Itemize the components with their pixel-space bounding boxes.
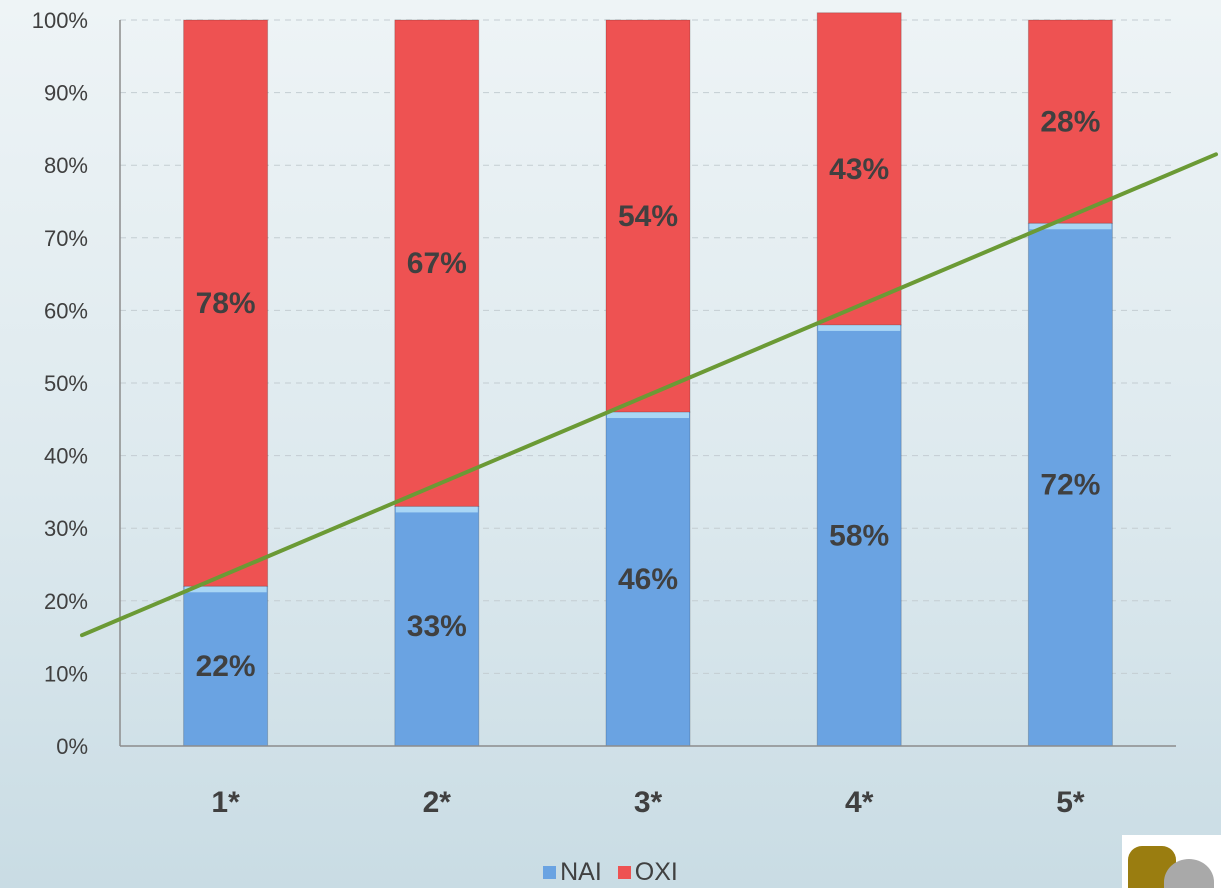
data-label: 33% [407, 610, 467, 643]
y-tick-label: 70% [44, 226, 88, 251]
data-label: 78% [196, 287, 256, 320]
bar-cap-nai [607, 412, 689, 419]
x-tick-label: 3* [634, 786, 663, 819]
bar-cap-nai [1029, 223, 1112, 230]
x-axis-ticks: 1* 2* 3* 4* 5* [211, 786, 1084, 819]
trendline [80, 152, 1218, 638]
legend-label-oxi: OXI [634, 858, 678, 886]
data-label: 72% [1040, 469, 1100, 502]
bar-oxi [183, 19, 269, 587]
legend-swatch-oxi [617, 866, 631, 879]
bar-nai [816, 324, 902, 747]
y-tick-label: 20% [44, 589, 88, 614]
bar-oxi [605, 19, 691, 413]
y-tick-label: 10% [44, 661, 88, 686]
legend-item-nai: NAI [543, 858, 602, 887]
x-tick-label: 4* [845, 786, 874, 819]
x-tick-label: 5* [1056, 786, 1085, 819]
y-tick-label: 30% [44, 516, 88, 541]
data-label: 46% [618, 563, 678, 596]
bar-cap-nai [395, 506, 478, 513]
data-label: 58% [829, 519, 889, 552]
bar-cap-nai [818, 324, 901, 331]
trendline-line [80, 152, 1218, 638]
legend: NAI OXI [0, 858, 1221, 887]
y-tick-label: 40% [44, 444, 88, 469]
data-label: 22% [196, 650, 256, 683]
y-axis-ticks: 0% 10% 20% 30% 40% 50% 60% 70% 80% 90% 100% [32, 8, 88, 759]
y-tick-label: 0% [56, 734, 88, 759]
legend-item-oxi: OXI [617, 858, 678, 887]
bar-oxi [816, 12, 902, 326]
data-labels: 22% 78% 33% 67% 46% 54% 58% 43% 72% 28% [196, 106, 1101, 684]
bar-nai [605, 411, 691, 747]
y-tick-label: 60% [44, 298, 88, 323]
bar-nai [1027, 222, 1113, 747]
y-tick-label: 90% [44, 81, 88, 106]
y-tick-label: 80% [44, 153, 88, 178]
bar-cap-nai [184, 586, 267, 593]
legend-swatch-nai [543, 866, 557, 879]
bar-oxi [394, 19, 480, 507]
axes [119, 20, 1176, 747]
logo [1122, 835, 1221, 888]
x-tick-label: 2* [423, 786, 452, 819]
legend-label-nai: NAI [560, 858, 602, 886]
y-tick-label: 100% [32, 8, 88, 33]
data-label: 28% [1040, 106, 1100, 139]
bars [183, 12, 1113, 747]
y-tick-label: 50% [44, 371, 88, 396]
data-label: 67% [407, 247, 467, 280]
data-label: 43% [829, 153, 889, 186]
bar-oxi [1027, 19, 1113, 224]
x-tick-label: 1* [211, 786, 240, 819]
data-label: 54% [618, 200, 678, 233]
